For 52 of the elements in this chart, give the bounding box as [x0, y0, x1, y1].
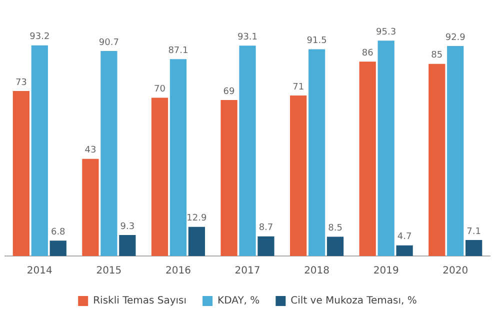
bar — [326, 236, 344, 256]
data-label: 12.9 — [186, 214, 207, 224]
x-tick-label: 2018 — [304, 266, 330, 277]
legend-label: Cilt ve Mukoza Teması, % — [290, 296, 417, 307]
legend-label: KDAY, % — [218, 296, 260, 307]
data-label: 87.1 — [168, 46, 188, 56]
data-label: 70 — [154, 84, 166, 95]
bar — [466, 240, 482, 256]
data-label: 92.9 — [445, 32, 466, 43]
legend-label: Riskli Temas Sayısı — [93, 296, 187, 307]
data-label: 93.2 — [30, 32, 50, 42]
bar — [290, 96, 307, 256]
bar — [100, 51, 118, 256]
bar — [396, 245, 413, 256]
bar — [31, 45, 48, 256]
bar — [428, 64, 446, 256]
data-label: 95.3 — [376, 27, 396, 38]
bar — [170, 59, 187, 256]
bar — [239, 46, 256, 256]
data-label: 8.5 — [328, 224, 342, 234]
data-label: 4.7 — [397, 232, 412, 242]
x-tick-label: 2017 — [234, 266, 260, 277]
x-tick-label: 2020 — [442, 266, 468, 277]
data-label: 90.7 — [98, 38, 119, 48]
data-label: 9.3 — [120, 222, 135, 232]
data-label: 93.1 — [237, 32, 258, 42]
bar — [151, 98, 168, 256]
bar — [258, 236, 274, 256]
data-label: 86 — [362, 48, 374, 58]
bar — [188, 226, 206, 256]
data-label: 73 — [15, 78, 27, 88]
x-tick-label: 2015 — [96, 266, 122, 277]
bar — [220, 100, 238, 256]
bar — [12, 91, 30, 256]
bar — [308, 49, 326, 256]
bar — [119, 234, 136, 256]
bar — [378, 40, 394, 256]
bar — [447, 46, 464, 256]
bar — [50, 240, 66, 256]
data-label: 43 — [84, 146, 96, 156]
x-tick-label: 2014 — [26, 266, 52, 277]
data-label: 69 — [223, 86, 236, 97]
bar — [82, 158, 99, 256]
bar — [359, 62, 376, 256]
x-tick-label: 2016 — [165, 266, 191, 277]
data-label: 7.1 — [466, 226, 481, 237]
data-label: 85 — [431, 50, 443, 61]
data-label: 71 — [292, 82, 304, 92]
data-label: 8.7 — [258, 223, 274, 234]
data-label: 91.5 — [306, 36, 327, 46]
data-label: 6.8 — [50, 227, 66, 238]
x-tick-label: 2019 — [373, 266, 399, 277]
